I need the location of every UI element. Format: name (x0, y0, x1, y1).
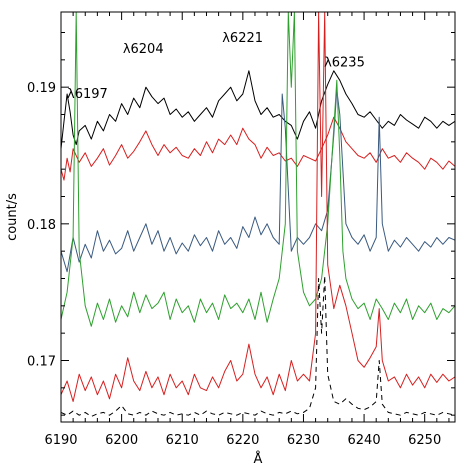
series-line-5 (61, 12, 455, 402)
series-layer (61, 12, 455, 417)
x-tick-label: 6230 (287, 433, 320, 448)
series-line-2 (61, 116, 455, 181)
plot-frame (60, 11, 456, 423)
y-tick-label: 0.17 (27, 355, 56, 370)
line-annotation: λ6204 (123, 42, 164, 57)
y-axis-label: count/s (5, 193, 20, 241)
series-line-4 (61, 12, 455, 327)
y-tick-label: 0.18 (27, 218, 56, 233)
line-annotation: λ6235 (324, 56, 365, 71)
x-tick-label: 6220 (226, 433, 259, 448)
line-annotation: λ6221 (222, 31, 263, 46)
series-line-3 (61, 89, 455, 273)
series-line-6 (61, 275, 455, 417)
x-tick-label: 6210 (166, 433, 199, 448)
tick-layer: 6190 6200 6210 6220 6230 6240 6250 0.17 0.18 0.19 (27, 12, 455, 448)
x-axis-label: Å (254, 451, 263, 467)
x-tick-label: 6250 (408, 433, 441, 448)
x-tick-label: 6240 (348, 433, 381, 448)
line-annotation: λ6197 (67, 87, 108, 102)
x-tick-label: 6190 (44, 433, 77, 448)
annotation-layer: λ6197 λ6204 λ6221 λ6235 (67, 31, 365, 102)
x-tick-label: 6200 (105, 433, 138, 448)
series-line-1 (61, 70, 455, 149)
y-tick-label: 0.19 (27, 81, 56, 96)
